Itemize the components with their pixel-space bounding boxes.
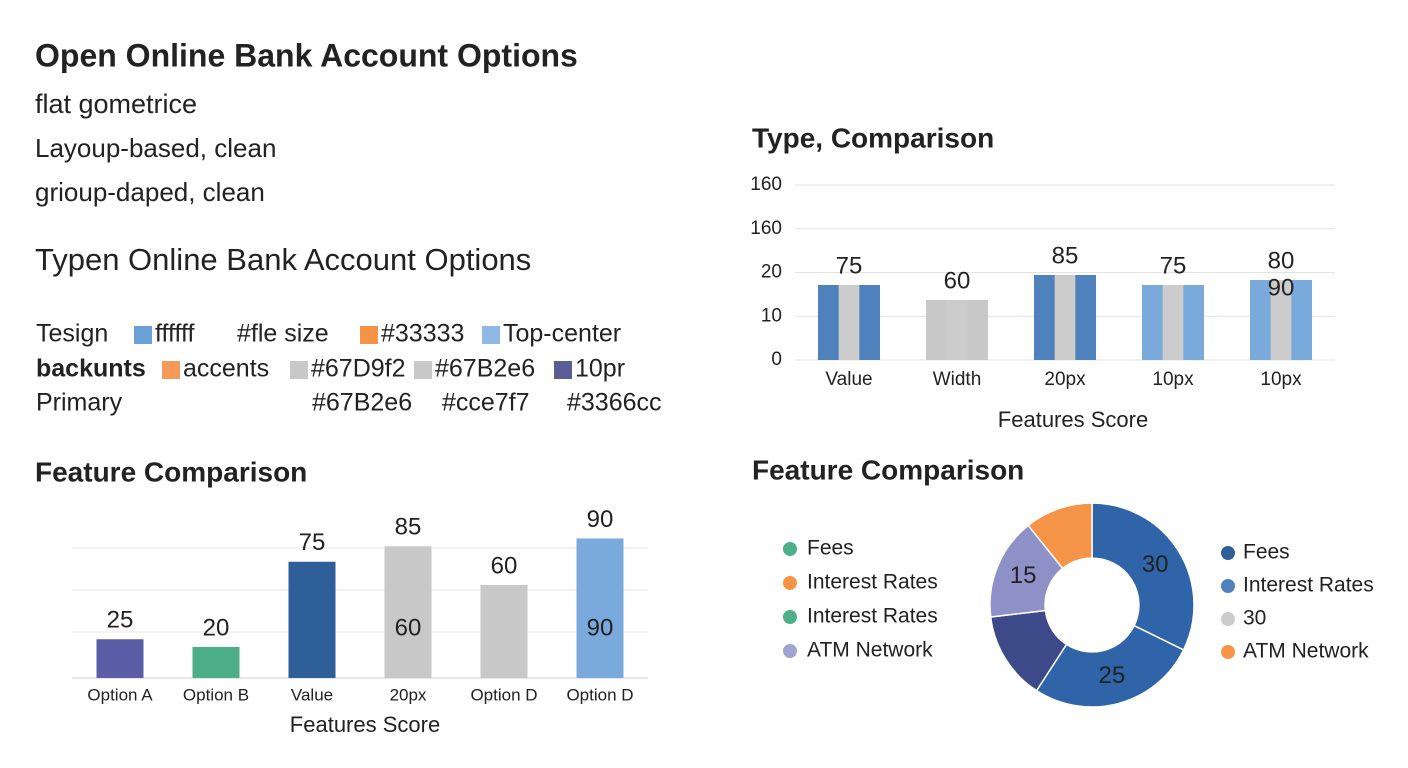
header-line: flat gometrice <box>35 89 197 119</box>
value-label: 75 <box>299 529 326 556</box>
slice-label: 15 <box>1010 562 1037 589</box>
spec-item: ffffff <box>155 320 194 348</box>
bar <box>384 546 432 678</box>
donut-slice <box>1027 502 1093 570</box>
value-label: 60 <box>491 552 518 579</box>
legend-label: Fees <box>1243 541 1290 564</box>
spec-item: #3366cc <box>567 389 662 417</box>
y-axis-label: 160 <box>750 174 782 195</box>
value-label: 25 <box>107 607 134 634</box>
chart-title: Type, Comparison <box>752 122 994 153</box>
bar <box>192 647 240 678</box>
subtitle: Typen Online Bank Account Options <box>35 242 531 277</box>
spec-item: #cce7f7 <box>442 389 530 417</box>
annotation: 90 <box>1268 274 1295 301</box>
legend-marker <box>783 542 797 556</box>
value-label: 80 <box>1268 247 1295 274</box>
color-swatch <box>162 361 180 379</box>
bar-stripe <box>1054 275 1076 360</box>
spec-item: 10pr <box>575 355 625 383</box>
legend-marker <box>1221 579 1235 593</box>
y-axis-label: 160 <box>750 218 782 239</box>
spec-item: Primary <box>36 389 123 417</box>
color-swatch <box>134 326 152 344</box>
annotation: 60 <box>395 614 422 641</box>
x-tick-label: Option D <box>566 685 633 704</box>
color-swatch <box>414 361 432 379</box>
x-tick-label: Option A <box>87 685 153 704</box>
value-label: 90 <box>587 506 614 533</box>
legend-marker <box>783 576 797 590</box>
x-axis-label: Features Score <box>998 407 1148 432</box>
legend-marker <box>1221 546 1235 560</box>
y-axis-label: 10 <box>761 305 782 326</box>
legend-label: ATM Network <box>1243 640 1369 663</box>
color-swatch <box>290 361 308 379</box>
legend-marker <box>1221 645 1235 659</box>
color-swatch <box>482 326 500 344</box>
y-axis-label: 20 <box>761 262 782 283</box>
value-label: 75 <box>1160 252 1187 279</box>
legend-marker <box>783 644 797 658</box>
legend-marker <box>1221 612 1235 626</box>
legend-label: 30 <box>1243 607 1266 630</box>
bar-stripe <box>946 300 968 360</box>
chart-title: Feature Comparison <box>35 456 307 487</box>
slice-label: 30 <box>1142 551 1169 578</box>
color-swatch <box>554 361 572 379</box>
value-label: 85 <box>395 514 422 541</box>
value-label: 60 <box>944 267 971 294</box>
x-tick-label: Value <box>825 369 872 390</box>
spec-item: #67B2e6 <box>435 355 535 383</box>
x-tick-label: Option D <box>470 685 537 704</box>
spec-item: #fle size <box>237 320 329 348</box>
header-line: Layoup-based, clean <box>35 133 276 163</box>
legend-marker <box>783 610 797 624</box>
legend-label: Fees <box>807 537 854 560</box>
slice-label: 25 <box>1099 662 1126 689</box>
donut-slice <box>1091 502 1195 651</box>
x-tick-label: Option B <box>183 685 249 704</box>
value-label: 85 <box>1052 242 1079 269</box>
spec-item: Tesign <box>36 320 108 348</box>
color-swatch <box>360 326 378 344</box>
spec-item: accents <box>183 355 269 383</box>
annotation: 90 <box>587 614 614 641</box>
bar-stripe <box>1162 285 1184 360</box>
legend-label: Interest Rates <box>807 571 938 594</box>
legend-label: Interest Rates <box>1243 574 1374 597</box>
x-tick-label: 20px <box>1044 369 1086 390</box>
x-tick-label: 10px <box>1152 369 1194 390</box>
header-line: grioup-daped, clean <box>35 177 265 207</box>
x-tick-label: 20px <box>390 685 427 704</box>
spec-item: #67B2e6 <box>312 389 412 417</box>
y-axis-label: 0 <box>771 349 782 370</box>
donut-slice <box>1035 624 1185 708</box>
bar <box>96 639 144 678</box>
bar-stripe <box>838 285 860 360</box>
x-tick-label: Value <box>291 685 333 704</box>
legend-label: Interest Rates <box>807 605 938 628</box>
spec-item: Top-center <box>503 320 621 348</box>
bar-stripe <box>1270 280 1292 360</box>
page-title: Open Online Bank Account Options <box>35 37 578 73</box>
chart-title: Feature Comparison <box>752 454 1024 485</box>
spec-item: #67D9f2 <box>311 355 406 383</box>
spec-item: backunts <box>36 355 146 383</box>
x-tick-label: Width <box>933 369 982 390</box>
spec-item: #33333 <box>381 320 464 348</box>
value-label: 20 <box>203 614 230 641</box>
legend-label: ATM Network <box>807 639 933 662</box>
bar <box>480 585 528 678</box>
bar <box>288 561 336 678</box>
value-label: 75 <box>836 252 863 279</box>
bar <box>576 538 624 678</box>
x-tick-label: 10px <box>1260 369 1302 390</box>
x-axis-label: Features Score <box>290 712 440 737</box>
